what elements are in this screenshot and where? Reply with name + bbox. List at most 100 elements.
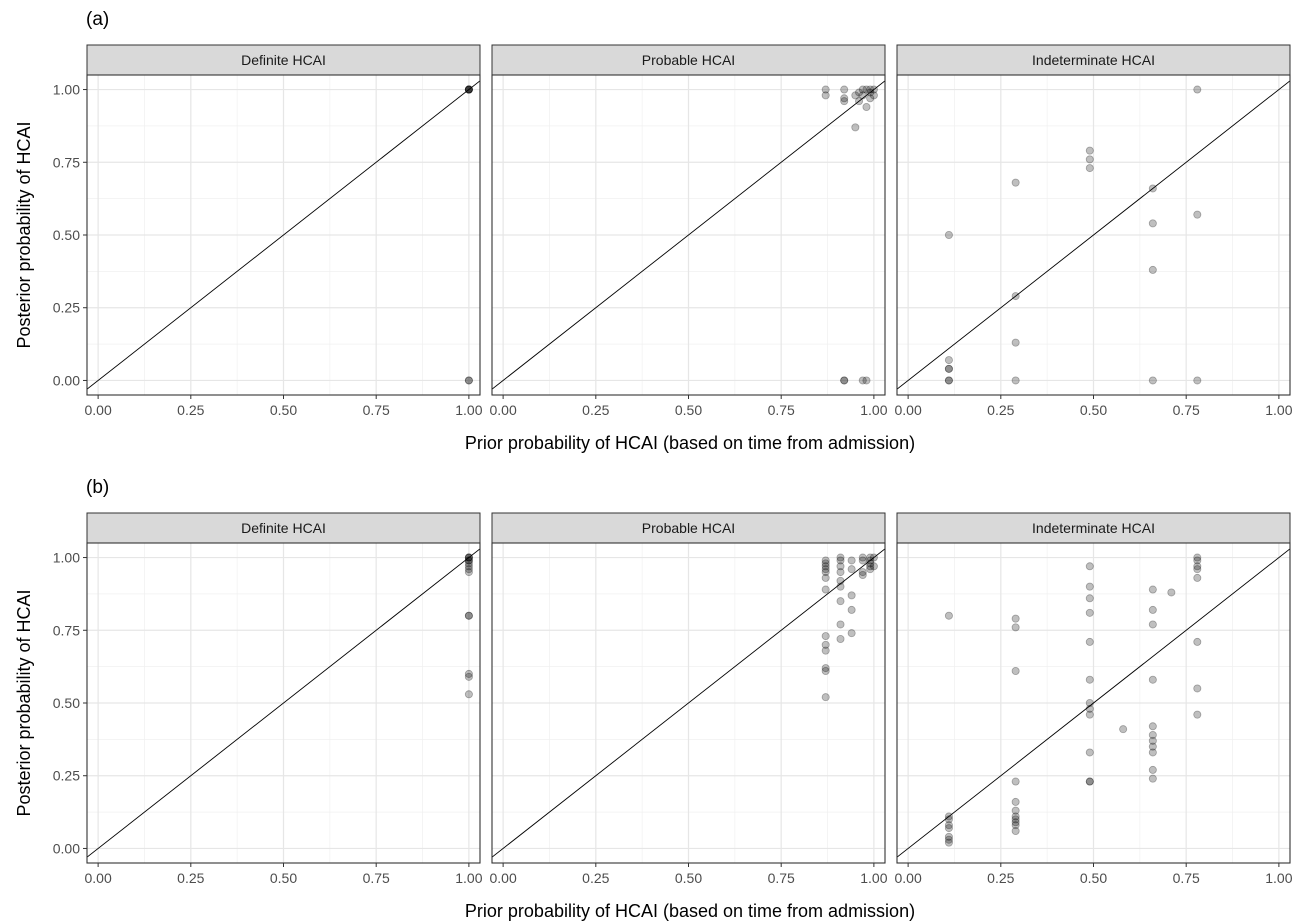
data-point [836,635,845,644]
facet-strip-label: Probable HCAI [642,52,735,68]
data-point [866,559,875,568]
data-point [464,556,473,565]
data-point [1193,556,1202,565]
data-point [944,821,953,830]
data-point [1085,748,1094,757]
data-point [821,559,830,568]
x-tick-label: 0.00 [894,402,921,418]
data-point [1085,704,1094,713]
data-point [1085,608,1094,617]
x-tick-label: 0.75 [1173,402,1200,418]
data-point [1011,292,1020,301]
data-point [944,230,953,239]
data-point [821,565,830,574]
data-point [1085,582,1094,591]
data-point [858,91,867,100]
reference-line-y-equals-x [492,548,885,858]
data-point [821,573,830,582]
data-points [821,85,878,385]
data-point [1085,155,1094,164]
facet-strip-label: Definite HCAI [241,52,326,68]
data-point [847,629,856,638]
x-tick-label: 0.25 [177,402,204,418]
data-point [1085,146,1094,155]
data-point [464,376,473,385]
data-point [821,91,830,100]
x-axis-title: Prior probability of HCAI (based on time… [465,433,915,453]
facet-strip-label: Indeterminate HCAI [1032,52,1155,68]
x-tick-label: 1.00 [1265,402,1292,418]
x-tick-label: 0.50 [675,402,702,418]
x-tick-label: 0.00 [489,870,516,886]
x-tick-label: 0.25 [987,402,1014,418]
data-point [1167,588,1176,597]
data-point [1085,594,1094,603]
data-point [1085,710,1094,719]
data-point [1011,338,1020,347]
data-point [836,620,845,629]
data-point [836,576,845,585]
y-tick-label: 0.25 [53,768,80,784]
reference-line-y-equals-x [87,548,480,858]
facet-strip-label: Indeterminate HCAI [1032,520,1155,536]
panel-definite-hcai: Definite HCAI 0.00 0.25 0.50 0.75 1.00 0.00 0.2… [53,512,483,886]
data-point [1193,553,1202,562]
data-point [1011,812,1020,821]
x-tick-label: 1.00 [860,870,887,886]
reference-line-y-equals-x [87,80,480,390]
x-tick-label: 1.00 [455,402,482,418]
data-point [944,812,953,821]
data-point [464,690,473,699]
x-tick-label: 0.25 [582,870,609,886]
data-point [858,568,867,577]
data-point [1193,637,1202,646]
data-point [1011,815,1020,824]
data-point [1148,765,1157,774]
data-point [1148,731,1157,740]
y-axis-title: Posterior probability of HCAI [14,121,34,348]
data-point [1011,797,1020,806]
data-point [1148,219,1157,228]
data-point [866,565,875,574]
figure-tag: (a) [86,9,109,30]
data-point [862,103,871,112]
data-point [1148,748,1157,757]
data-point [1148,605,1157,614]
y-tick-label: 0.50 [53,695,80,711]
data-point [836,562,845,571]
data-point [821,562,830,571]
data-point [464,85,473,94]
data-point [855,88,864,97]
data-point [866,88,875,97]
data-point [866,553,875,562]
x-tick-label: 0.50 [270,402,297,418]
data-point [821,568,830,577]
facet-strip-label: Definite HCAI [241,520,326,536]
figure-tag: (b) [86,477,109,498]
data-point [855,97,864,106]
data-point [1148,722,1157,731]
data-point [464,85,473,94]
y-tick-label: 0.25 [53,300,80,316]
data-point [836,597,845,606]
data-point [869,91,878,100]
panel-probable-hcai: Probable HCAI 0.00 0.25 0.50 0.75 1.00 [489,512,888,886]
x-tick-label: 0.50 [675,870,702,886]
panel-probable-hcai: Probable HCAI 0.00 0.25 0.50 0.75 1.00 [489,44,888,418]
x-tick-label: 0.00 [84,402,111,418]
data-point [840,376,849,385]
facet-strip-label: Probable HCAI [642,520,735,536]
data-point [1193,565,1202,574]
data-point [1011,806,1020,815]
data-point [464,85,473,94]
x-tick-label: 0.75 [1173,870,1200,886]
data-point [821,664,830,673]
panel-definite-hcai: Definite HCAI 0.00 0.25 0.50 0.75 1.00 0.00 0.2… [53,44,483,418]
data-point [1085,675,1094,684]
data-point [858,553,867,562]
data-point [1148,265,1157,274]
data-points [944,85,1202,385]
data-point [821,585,830,594]
data-point [1193,684,1202,693]
